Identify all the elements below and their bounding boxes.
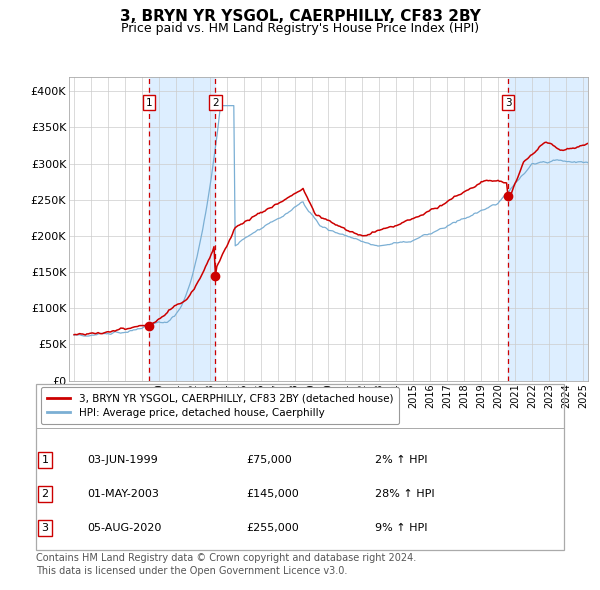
Text: Price paid vs. HM Land Registry's House Price Index (HPI): Price paid vs. HM Land Registry's House … bbox=[121, 22, 479, 35]
Bar bbox=[149, 77, 215, 381]
Text: £145,000: £145,000 bbox=[246, 489, 299, 499]
Text: £255,000: £255,000 bbox=[246, 523, 299, 533]
Text: 2: 2 bbox=[212, 97, 218, 107]
Text: 2: 2 bbox=[41, 489, 49, 499]
Text: 9% ↑ HPI: 9% ↑ HPI bbox=[375, 523, 427, 533]
Text: 3: 3 bbox=[505, 97, 511, 107]
Bar bbox=[508, 77, 588, 381]
Legend: 3, BRYN YR YSGOL, CAERPHILLY, CF83 2BY (detached house), HPI: Average price, det: 3, BRYN YR YSGOL, CAERPHILLY, CF83 2BY (… bbox=[41, 387, 400, 424]
Text: 1: 1 bbox=[41, 455, 49, 465]
Text: 1: 1 bbox=[146, 97, 152, 107]
Text: 01-MAY-2003: 01-MAY-2003 bbox=[87, 489, 159, 499]
Text: £75,000: £75,000 bbox=[246, 455, 292, 465]
Text: 3, BRYN YR YSGOL, CAERPHILLY, CF83 2BY: 3, BRYN YR YSGOL, CAERPHILLY, CF83 2BY bbox=[119, 9, 481, 24]
Text: 05-AUG-2020: 05-AUG-2020 bbox=[87, 523, 161, 533]
Text: Contains HM Land Registry data © Crown copyright and database right 2024.
This d: Contains HM Land Registry data © Crown c… bbox=[36, 553, 416, 576]
Text: 3: 3 bbox=[41, 523, 49, 533]
Text: 03-JUN-1999: 03-JUN-1999 bbox=[87, 455, 158, 465]
Text: 2% ↑ HPI: 2% ↑ HPI bbox=[375, 455, 427, 465]
Text: 28% ↑ HPI: 28% ↑ HPI bbox=[375, 489, 434, 499]
